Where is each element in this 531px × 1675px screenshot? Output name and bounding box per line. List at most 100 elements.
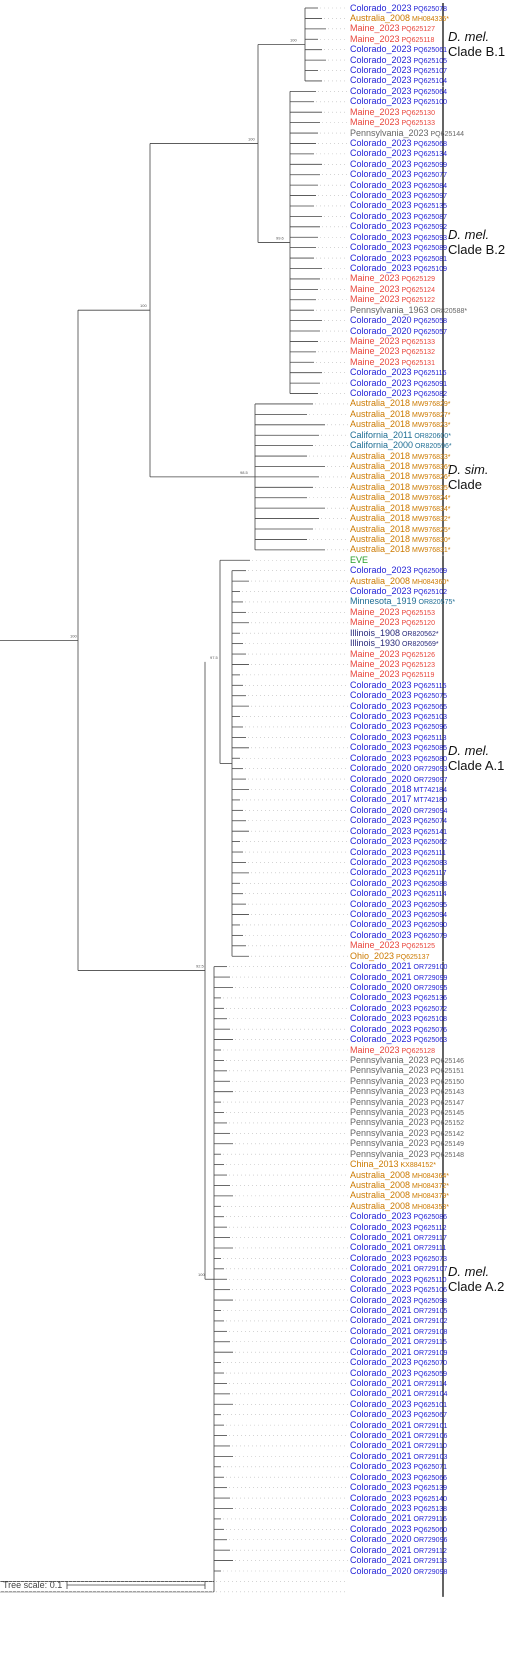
- leaf-accession: PQ625095: [411, 901, 447, 909]
- leaf-label: Australia_2018 MW976831*: [350, 544, 451, 556]
- leaf-name: Colorado_2020: [350, 773, 412, 784]
- leaf-label: Colorado_2021 OR729109: [350, 1347, 447, 1359]
- leaf-label: Australia_2008 MH084372*: [350, 1180, 449, 1192]
- leaf-name: Australia_2008: [350, 575, 411, 586]
- leaf-label: Colorado_2023 PQ625083: [350, 857, 447, 869]
- leaf-accession: PQ625084: [411, 182, 447, 190]
- leaf-name: Colorado_2023: [350, 888, 412, 899]
- leaf-name: Colorado_2021: [350, 1513, 412, 1524]
- leaf-name: Australia_2018: [350, 460, 411, 471]
- leaf-name: Colorado_2023: [350, 919, 412, 930]
- leaf-accession: PQ625105: [411, 57, 447, 65]
- leaf-label: Australia_2018 MW976835*: [350, 482, 451, 494]
- leaf-label: Maine_2023 PQ625123: [350, 659, 435, 671]
- leaf-accession: PQ625146: [428, 1057, 464, 1065]
- leaf-accession: MW976826*: [410, 474, 451, 482]
- leaf-label: Colorado_2023 PQ625077: [350, 169, 447, 181]
- leaf-label: Colorado_2023 PQ625115: [350, 680, 446, 692]
- leaf-name: Maine_2023: [350, 669, 400, 680]
- leaf-accession: PQ625139: [411, 1485, 447, 1493]
- leaf-accession: PQ625065: [411, 703, 447, 711]
- leaf-label: Colorado_2023 PQ625138: [350, 1503, 447, 1515]
- leaf-accession: PQ625102: [411, 589, 447, 597]
- leaf-name: Maine_2023: [350, 1044, 400, 1055]
- leaf-name: Colorado_2023: [350, 377, 412, 388]
- leaf-label: Australia_2018 MW976829*: [350, 398, 451, 410]
- leaf-label: Colorado_2021 OR729114: [350, 1378, 447, 1390]
- leaf-name: Maine_2023: [350, 346, 400, 357]
- leaf-name: Colorado_2023: [350, 75, 412, 86]
- leaf-label: Colorado_2023 PQ625140: [350, 1493, 447, 1505]
- leaf-name: Maine_2023: [350, 117, 400, 128]
- leaf-accession: MW976829*: [410, 401, 451, 409]
- leaf-name: Colorado_2021: [350, 1315, 412, 1326]
- leaf-label: California_2011 OR820600*: [350, 430, 451, 442]
- leaf-name: Pennsylvania_2023: [350, 1117, 429, 1128]
- leaf-label: Colorado_2023 PQ625078: [350, 3, 447, 15]
- clade-label: D. mel. Clade B.2: [448, 227, 505, 257]
- leaf-accession: PQ625143: [428, 1089, 464, 1097]
- leaf-accession: OR729116: [411, 1516, 447, 1524]
- leaf-accession: PQ625153: [399, 609, 435, 617]
- leaf-accession: PQ625077: [411, 172, 447, 180]
- leaf-accession: PQ625106: [411, 1287, 447, 1295]
- leaf-name: Colorado_2023: [350, 1523, 412, 1534]
- leaf-accession: OR729104: [411, 1391, 448, 1399]
- leaf-label: Colorado_2023 PQ625089: [350, 242, 447, 254]
- leaf-label: Colorado_2023 PQ625091: [350, 378, 447, 390]
- clade-label: D. sim. Clade: [448, 462, 488, 492]
- leaf-accession: MW976833*: [410, 453, 451, 461]
- leaf-label: Illinois_1930 OR820569*: [350, 638, 439, 650]
- leaf-accession: PQ625087: [411, 213, 447, 221]
- leaf-name: Colorado_2020: [350, 804, 412, 815]
- leaf-accession: PQ625060: [411, 1526, 447, 1534]
- leaf-name: Colorado_2023: [350, 898, 412, 909]
- leaf-name: Colorado_2023: [350, 1367, 412, 1378]
- leaf-label: Colorado_2023 PQ625063: [350, 1034, 447, 1046]
- leaf-label: Colorado_2020 OR729096: [350, 1534, 447, 1546]
- bootstrap-labels: 100 100 100 99.6 98.5 92.5 97.5 100 100: [70, 37, 297, 1277]
- leaf-label: Pennsylvania_2023 PQ625151: [350, 1065, 464, 1077]
- leaf-accession: PQ625144: [428, 130, 464, 138]
- leaf-label: Maine_2023 PQ625128: [350, 1045, 435, 1057]
- leaf-accession: OR820588*: [428, 307, 468, 315]
- leaf-label: Colorado_2023 PQ625062: [350, 836, 447, 848]
- leaf-accession: PQ625064: [411, 88, 447, 96]
- leaf-name: Colorado_2021: [350, 1377, 412, 1388]
- bootstrap-value: 100: [290, 37, 297, 42]
- leaf-label: Colorado_2023 PQ625075: [350, 690, 447, 702]
- leaf-label: Colorado_2023 PQ625065: [350, 701, 447, 713]
- leaf-name: Colorado_2023: [350, 263, 412, 273]
- leaf-name: Australia_2018: [350, 533, 411, 544]
- leaf-label: Colorado_2023 PQ625059: [350, 1368, 447, 1380]
- leaf-name: Colorado_2023: [350, 252, 412, 263]
- leaf-name: Australia_2008: [350, 1179, 411, 1190]
- leaf-name: Colorado_2023: [350, 721, 412, 732]
- leaf-name: Pennsylvania_1963: [350, 304, 429, 315]
- leaf-name: Colorado_2023: [350, 231, 412, 242]
- leaf-name: Minnesota_1919: [350, 596, 417, 607]
- leaf-label: Australia_2018 MW976836*: [350, 461, 451, 473]
- leaf-accession: OR729103: [411, 1453, 448, 1461]
- leaf-label: Colorado_2021 OR729100: [350, 961, 447, 973]
- leaf-name: Colorado_2023: [350, 711, 412, 722]
- leaf-label: Colorado_2023 PQ625073: [350, 1253, 447, 1265]
- clade-species: D. sim.: [448, 461, 489, 477]
- leaf-label: Pennsylvania_2023 PQ625147: [350, 1097, 464, 1109]
- leaf-name: California_2000: [350, 440, 414, 451]
- leaf-accession: OR729096: [411, 1537, 448, 1545]
- leaf-name: Colorado_2023: [350, 54, 412, 65]
- leaf-label: Colorado_2023 PQ625108: [350, 1013, 447, 1025]
- leaf-label: Colorado_2023 PQ625086: [350, 1211, 447, 1223]
- leaf-name: Colorado_2023: [350, 1221, 412, 1232]
- leaf-accession: MW976827*: [410, 411, 451, 419]
- leaf-accession: KX884152*: [398, 1162, 436, 1170]
- leaf-name: Australia_2018: [350, 544, 411, 555]
- leaf-name: Colorado_2021: [350, 1419, 412, 1430]
- leaf-accession: PQ625071: [411, 1464, 447, 1472]
- leaf-label: Colorado_2023 PQ625097: [350, 190, 447, 202]
- leaf-label: Colorado_2021 OR729104: [350, 1388, 447, 1400]
- leaf-label: Colorado_2023 PQ625099: [350, 159, 447, 171]
- leaf-name: Colorado_2023: [350, 1252, 412, 1263]
